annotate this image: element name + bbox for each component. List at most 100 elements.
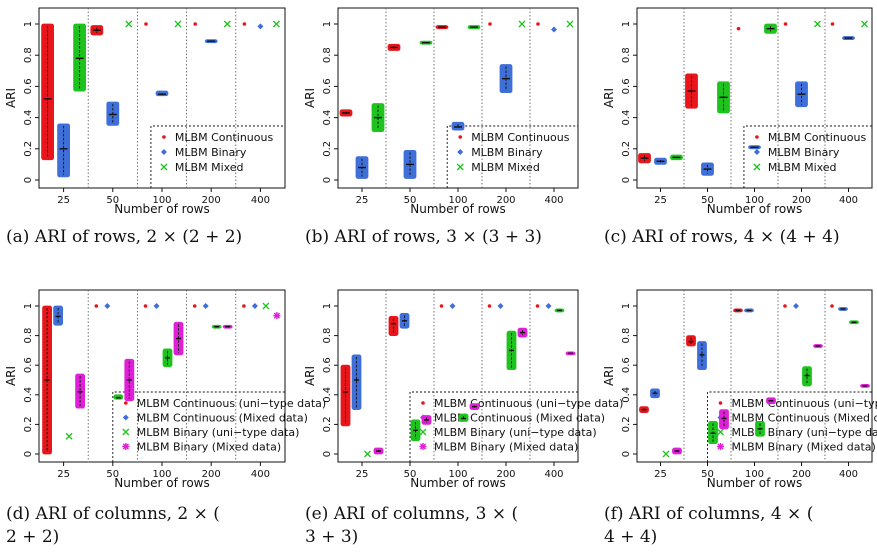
x-tick-label: 200 bbox=[496, 469, 515, 480]
y-tick-label: 1 bbox=[23, 21, 34, 27]
box-binary-100 bbox=[153, 303, 160, 309]
box-binary_mixed-400 bbox=[273, 312, 281, 320]
legend: MLBM Continuous (uni−type data) MLBM Cont… bbox=[409, 391, 623, 462]
legend-frame bbox=[409, 391, 578, 462]
y-tick-label: 0 bbox=[621, 177, 632, 183]
panel-caption-cont: 2 + 2) bbox=[6, 527, 59, 547]
y-tick-label: 0.4 bbox=[621, 387, 632, 403]
box-binary-400 bbox=[257, 23, 264, 30]
legend-entry-mixed: MLBM Mixed bbox=[768, 161, 837, 174]
panel-caption-cont: 3 + 3) bbox=[305, 527, 358, 547]
box-mixed-100 bbox=[174, 20, 182, 28]
x-tick-label: 50 bbox=[701, 195, 714, 206]
y-axis-label: ARI bbox=[4, 366, 18, 386]
legend-marker-binary_mixed bbox=[419, 443, 427, 450]
legend-frame bbox=[112, 391, 285, 462]
legend-entry-binary: MLBM Binary bbox=[768, 146, 840, 159]
y-tick-label: 0.8 bbox=[322, 47, 333, 63]
panel-caption: (e) ARI of columns, 3 × ( bbox=[305, 504, 518, 524]
series-binary bbox=[351, 303, 552, 410]
box-continuous-100 bbox=[736, 26, 741, 31]
panel-caption-cont: 4 + 4) bbox=[604, 527, 657, 547]
box-continuous-100 bbox=[439, 304, 444, 308]
series-binary_mixed bbox=[672, 344, 870, 455]
chart-panel-b: 0 0.2 0.4 0.6 0.8 1 ARI 25 50 100 200 400 Number of … bbox=[303, 7, 579, 247]
box-mixed-25 bbox=[65, 432, 73, 440]
y-tick-label: 0.4 bbox=[322, 110, 333, 126]
box-continuous-50 bbox=[388, 315, 399, 336]
box-binary-200 bbox=[202, 303, 209, 309]
legend-entry-binary: MLBM Continuous (Mixed data) bbox=[434, 412, 605, 425]
series-continuous bbox=[639, 304, 834, 413]
legend-entry-binary_mixed: MLBM Binary (Mixed data) bbox=[434, 441, 578, 454]
legend-entry-binary_mixed: MLBM Binary (Mixed data) bbox=[732, 441, 876, 454]
x-tick-label: 200 bbox=[792, 195, 811, 206]
series-binary_mixed bbox=[75, 312, 281, 409]
x-tick-label: 25 bbox=[356, 195, 369, 206]
y-tick-label: 0.2 bbox=[23, 416, 34, 432]
series-continuous bbox=[42, 304, 246, 455]
series-continuous bbox=[339, 22, 540, 117]
legend-marker-mixed bbox=[160, 163, 168, 171]
legend-marker-binary_mixed bbox=[717, 443, 724, 450]
y-axis-label: ARI bbox=[602, 366, 616, 386]
series-binary_mixed bbox=[373, 327, 576, 455]
plot-frame bbox=[337, 7, 579, 189]
y-tick-label: 0.4 bbox=[23, 110, 34, 126]
series-binary bbox=[53, 303, 258, 326]
legend: MLBM Continuous MLBM Binary MLBM Mixed bbox=[150, 125, 285, 188]
legend-frame bbox=[707, 391, 872, 462]
box-continuous-100 bbox=[144, 22, 148, 26]
legend-entry-continuous: MLBM Continuous (uni−type data) bbox=[732, 397, 877, 410]
series-continuous bbox=[41, 22, 247, 161]
series-mixed bbox=[670, 20, 868, 161]
legend-frame bbox=[743, 125, 872, 188]
box-mixed-400 bbox=[272, 20, 280, 28]
x-tick-label: 100 bbox=[152, 469, 171, 480]
legend-marker-binary bbox=[122, 414, 129, 421]
x-tick-label: 25 bbox=[654, 469, 667, 480]
y-tick-label: 0.8 bbox=[621, 47, 632, 63]
legend-entry-mixed: MLBM Mixed bbox=[471, 161, 540, 174]
y-tick-label: 0.6 bbox=[621, 78, 632, 94]
series-mixed bbox=[662, 320, 859, 458]
x-tick-label: 25 bbox=[654, 195, 667, 206]
box-continuous-50 bbox=[94, 304, 99, 308]
box-continuous-400 bbox=[242, 304, 246, 308]
legend-marker-mixed bbox=[753, 163, 761, 171]
box-binary-400 bbox=[251, 303, 258, 309]
box-continuous-100 bbox=[143, 304, 148, 308]
x-tick-label: 400 bbox=[839, 195, 858, 206]
box-continuous-200 bbox=[783, 304, 787, 308]
y-tick-label: 0 bbox=[621, 451, 632, 457]
plot-frame bbox=[636, 7, 873, 189]
legend-marker-binary_mixed bbox=[122, 443, 130, 450]
legend-marker-mixed bbox=[717, 428, 724, 436]
legend-marker-binary bbox=[457, 149, 464, 155]
legend-entry-binary: MLBM Continuous (Mixed data) bbox=[137, 412, 308, 425]
series-binary bbox=[650, 303, 848, 399]
x-tick-label: 100 bbox=[448, 195, 467, 206]
box-mixed-200 bbox=[518, 20, 526, 28]
y-tick-label: 0.2 bbox=[621, 416, 632, 432]
series-mixed bbox=[65, 302, 270, 440]
y-tick-label: 0.6 bbox=[621, 357, 632, 373]
x-axis-label: Number of rows bbox=[114, 202, 209, 216]
box-mixed-25 bbox=[364, 450, 371, 458]
legend: MLBM Continuous MLBM Binary MLBM Mixed bbox=[446, 125, 578, 188]
panel-caption: (a) ARI of rows, 2 × (2 + 2) bbox=[6, 227, 242, 247]
legend-entry-continuous: MLBM Continuous (uni−type data) bbox=[434, 397, 623, 410]
x-tick-label: 50 bbox=[106, 469, 119, 480]
legend-entry-mixed: MLBM Mixed bbox=[175, 161, 244, 174]
chart-panel-c: 0 0.2 0.4 0.6 0.8 1 ARI 25 50 100 200 400 Number of … bbox=[602, 7, 873, 247]
box-binary-400 bbox=[545, 303, 552, 309]
chart-panel-d: 0 0.2 0.4 0.6 0.8 1 ARI 25 50 100 200 400 Number of … bbox=[4, 289, 326, 547]
box-mixed-200 bbox=[802, 366, 812, 387]
legend-marker-mixed bbox=[122, 428, 130, 436]
panel-caption: (b) ARI of rows, 3 × (3 + 3) bbox=[305, 227, 542, 247]
y-axis-label: ARI bbox=[4, 88, 18, 108]
x-tick-label: 25 bbox=[57, 469, 70, 480]
box-continuous-400 bbox=[535, 304, 540, 308]
legend-marker-continuous bbox=[458, 135, 463, 139]
